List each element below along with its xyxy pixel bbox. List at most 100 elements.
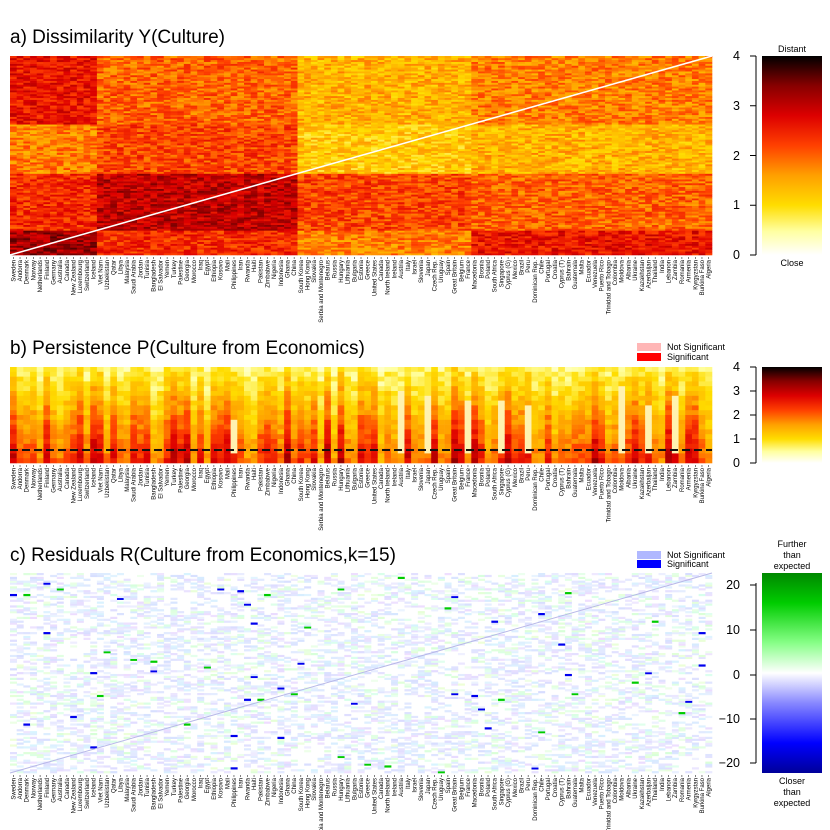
panel-a-country-label: Armenia bbox=[687, 259, 693, 282]
panel-a-country-label: Poland bbox=[486, 260, 492, 279]
panel-c-country-label: Malaysia bbox=[125, 777, 131, 801]
panel-b-country-label: Ecuador bbox=[586, 468, 592, 490]
panel-a-country-label: Italy bbox=[406, 260, 412, 271]
panel-c-heatmap bbox=[9, 572, 713, 774]
panel-c-country-label: Iraq bbox=[199, 778, 205, 788]
panel-a-country-label: Ireland bbox=[392, 260, 398, 278]
panel-a-country-label: Hong Kong bbox=[306, 260, 312, 290]
panel-b-country-label: Croatia bbox=[553, 467, 559, 487]
panel-c-country-label: Israel bbox=[412, 778, 418, 793]
panel-a-country-label: Tunisia bbox=[145, 259, 151, 279]
panel-c-country-label: Poland bbox=[486, 778, 492, 797]
panel-b-country-label: Finland bbox=[45, 468, 51, 488]
panel-b-country-label: Dominican Rep. bbox=[533, 468, 539, 511]
panel-b-country-label: Kazakhstan bbox=[640, 468, 646, 499]
panel-a-country-label: Sweden bbox=[11, 260, 17, 282]
panel-b-country-label: New Zealand bbox=[72, 468, 78, 503]
panel-c-country-label: North Ireland bbox=[386, 778, 392, 813]
panel-c-country-label: Romania bbox=[680, 777, 686, 802]
panel-c-country-label: Belgium bbox=[459, 778, 465, 800]
panel-b-country-label: China bbox=[292, 467, 298, 483]
panel-c-country-label: Tunisia bbox=[145, 777, 151, 797]
panel-a-country-label: Croatia bbox=[553, 259, 559, 279]
panel-a-country-label: Rwanda bbox=[245, 259, 251, 282]
colorbar-b-tick-4: 4 bbox=[733, 360, 740, 374]
panel-c-country-label: Greece bbox=[366, 777, 372, 797]
panel-c-country-label: Kazakhstan bbox=[640, 778, 646, 809]
panel-b-country-label: Switzerland bbox=[85, 468, 91, 499]
panel-b-country-label: Luxembourg bbox=[78, 468, 84, 501]
panel-a-country-label: Yemen bbox=[165, 260, 171, 278]
panel-b-country-label: Cyprus (G) bbox=[506, 468, 512, 497]
panel-c-country-label: Macedonia bbox=[473, 777, 479, 807]
panel-c-country-label: Chile bbox=[540, 777, 546, 791]
panel-b-country-label: Netherlands bbox=[38, 468, 44, 500]
legend-b-significant-swatch bbox=[637, 353, 661, 361]
panel-c-country-label: Thailand bbox=[653, 778, 659, 801]
colorbar-c-bottom-label-3: expected bbox=[774, 798, 811, 808]
colorbar-a-tick-2: 2 bbox=[733, 149, 740, 163]
legend-c-not-significant-label: Not Significant bbox=[667, 550, 726, 560]
panel-b-country-label: Hong Kong bbox=[306, 468, 312, 498]
colorbar-b-tick-0: 0 bbox=[733, 456, 740, 470]
colorbar-c-top-label-1: Further bbox=[777, 539, 806, 549]
panel-b-heatmap bbox=[10, 367, 713, 464]
panel-a-country-label: Malaysia bbox=[125, 259, 131, 283]
panel-b-country-label: Uzbekistan bbox=[105, 468, 111, 498]
panel-c-country-label: Cyprus (T) bbox=[560, 778, 566, 806]
panel-c-country-label: Sweden bbox=[11, 778, 17, 800]
panel-c-country-label: Azerbaijan bbox=[646, 778, 652, 806]
colorbar-c-bottom-label-1: Closer bbox=[779, 776, 805, 786]
panel-a-country-label: Ecuador bbox=[586, 260, 592, 282]
panel-c-country-label: Ghana bbox=[285, 777, 291, 796]
panel-c-country-label: South Africa bbox=[493, 777, 499, 810]
panel-a-country-label: Bulgaria bbox=[352, 259, 358, 282]
colorbar-a-tick-0: 0 bbox=[733, 248, 740, 262]
colorbar-b-tick-1: 1 bbox=[733, 432, 740, 446]
panel-a-country-label: Macedonia bbox=[473, 259, 479, 289]
panel-c-country-label: Turkey bbox=[172, 778, 178, 796]
panel-c-country-label: Indonesia bbox=[279, 777, 285, 804]
panel-b-country-label: Armenia bbox=[687, 467, 693, 490]
colorbar-b-gradient bbox=[762, 367, 822, 463]
colorbar-c-tick-20: 20 bbox=[726, 578, 740, 592]
panel-a-country-label: Moldova bbox=[620, 259, 626, 282]
panel-b-country-label: Poland bbox=[486, 468, 492, 487]
panel-a-country-label: France bbox=[466, 259, 472, 278]
panel-a-country-label: Andorra bbox=[18, 259, 24, 281]
panel-c-country-label: Uzbekistan bbox=[105, 778, 111, 808]
panel-b-country-label: Thailand bbox=[653, 468, 659, 491]
panel-c-country-label: Yemen bbox=[165, 778, 171, 796]
colorbar-c-tick-10: 10 bbox=[726, 623, 740, 637]
panel-b-country-label: Colombia bbox=[613, 467, 619, 493]
legend-c-not-significant-swatch bbox=[637, 551, 661, 559]
panel-b-country-label: Lithuania bbox=[346, 467, 352, 492]
panel-a-country-label: Saudi Arabia bbox=[132, 259, 138, 294]
colorbar-b-tick-3: 3 bbox=[733, 384, 740, 398]
panel-b-country-label: Albania bbox=[626, 467, 632, 488]
panel-c-country-label: Georgia bbox=[185, 777, 191, 799]
panel-b-country-label: Hungary bbox=[339, 468, 345, 491]
panel-a-country-label: Palestine bbox=[178, 259, 184, 284]
panel-a-country-label: Albania bbox=[626, 259, 632, 280]
panel-c-country-label: Czech Rep. bbox=[433, 778, 439, 810]
panel-a-country-label: Guatemala bbox=[573, 259, 579, 289]
panel-a-country-label: Azerbaijan bbox=[646, 260, 652, 288]
panel-b-country-label: Japan bbox=[426, 468, 432, 484]
panel-b-country-label: Iran bbox=[239, 468, 245, 478]
panel-b-country-label: Slovakia bbox=[312, 467, 318, 490]
panel-c-country-label: El Salvador bbox=[158, 778, 164, 809]
colorbar-c-tick-0: 0 bbox=[733, 668, 740, 682]
panel-a-country-label: Portugal bbox=[546, 260, 552, 282]
panel-b-country-label: Morocco bbox=[192, 467, 198, 491]
panel-a-country-label: Zambia bbox=[673, 259, 679, 280]
legend-c-significant-swatch bbox=[637, 560, 661, 568]
panel-c-country-label: Puerto Rico bbox=[600, 777, 606, 809]
panel-c-country-label: Croatia bbox=[553, 777, 559, 797]
panel-a-country-label: Australia bbox=[58, 259, 64, 283]
panel-b-country-label: Singapore bbox=[499, 467, 505, 495]
panel-b-country-label: Viet Nam bbox=[98, 468, 104, 493]
panel-c-country-label: Cyprus (G) bbox=[506, 778, 512, 807]
panel-b-country-label: Norway bbox=[31, 468, 37, 488]
panel-a-country-label: China bbox=[292, 259, 298, 275]
